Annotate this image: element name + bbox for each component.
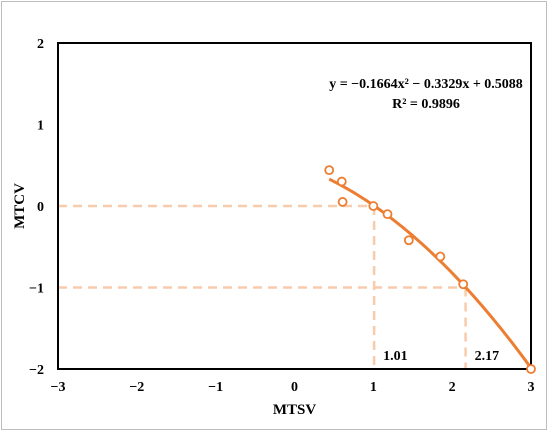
trendline-r-squared: R² = 0.9896 [392, 97, 460, 112]
y-axis-title: MTCV [12, 183, 28, 229]
x-tick-label: −3 [51, 380, 66, 395]
chart-frame: −3 −2 −1 0 1 2 3 −2 −1 0 1 2 1.01 2.17 y = −0.1664x²… [1, 1, 547, 430]
data-point [435, 251, 446, 262]
scatter-chart: −3 −2 −1 0 1 2 3 −2 −1 0 1 2 1.01 2.17 y = −0.1664x²… [12, 37, 536, 418]
guide-label: 2.17 [475, 349, 500, 364]
x-axis-title: MTSV [273, 402, 317, 418]
data-point [382, 209, 393, 220]
x-tick-label: 3 [528, 380, 535, 395]
x-tick-label: 1 [370, 380, 377, 395]
data-point [526, 364, 536, 374]
data-point [403, 235, 414, 246]
tick-labels: −3 −2 −1 0 1 2 3 −2 −1 0 1 2 [29, 37, 534, 395]
data-point [368, 201, 379, 211]
y-tick-label: 2 [37, 37, 44, 52]
data-point [337, 197, 348, 207]
y-tick-label: 0 [37, 200, 44, 215]
guide-label: 1.01 [383, 349, 408, 364]
x-tick-label: −2 [129, 380, 144, 395]
trendline [328, 177, 533, 369]
data-points [324, 165, 536, 374]
y-tick-label: 1 [37, 119, 44, 134]
data-point [324, 165, 335, 176]
y-tick-label: −1 [29, 282, 44, 297]
x-tick-label: 2 [449, 380, 456, 395]
trendline-equation: y = −0.1664x² − 0.3329x + 0.5088 [329, 77, 523, 92]
x-tick-label: −1 [208, 380, 223, 395]
guide-lines [58, 204, 467, 369]
data-point [458, 279, 469, 290]
guide-labels: 1.01 2.17 [383, 349, 499, 364]
data-point [336, 176, 347, 187]
x-tick-label: 0 [291, 380, 298, 395]
y-tick-label: −2 [29, 363, 44, 378]
plot-area-border [57, 42, 532, 370]
